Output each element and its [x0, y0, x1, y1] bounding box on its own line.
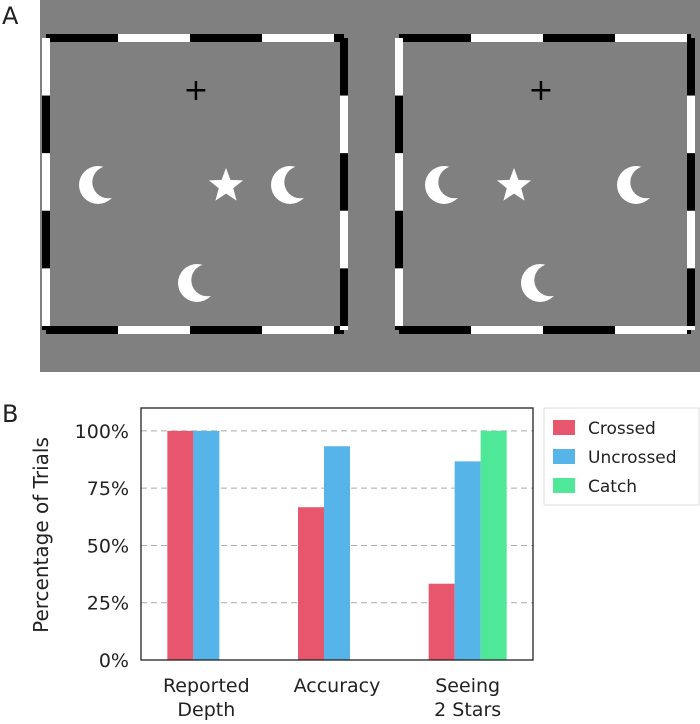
frame-segment: [42, 210, 50, 269]
moon-icon: [79, 166, 125, 204]
frame-segment: [395, 268, 403, 326]
moon-icon: [425, 166, 471, 204]
bar-crossed: [167, 430, 194, 660]
legend: Crossed Uncrossed Catch: [543, 407, 700, 506]
frame-segment: [340, 210, 348, 269]
category-label: Seeing 2 Stars: [434, 675, 501, 721]
stimulus-background: [40, 0, 700, 372]
category-labels: Reported Depth Accuracy Seeing 2 Stars: [163, 675, 501, 721]
moon-icon: [521, 264, 567, 302]
frame-segment: [687, 95, 695, 154]
frame-segment: [42, 95, 50, 154]
y-tick-label: 75%: [87, 478, 129, 500]
frame-segment: [340, 95, 348, 154]
bar-uncrossed: [324, 446, 350, 660]
star-icon: [208, 168, 244, 201]
category-label: Reported Depth: [163, 675, 250, 721]
frame-segment: [543, 34, 615, 42]
moon-icon: [617, 166, 663, 204]
panel-b-label: B: [2, 400, 19, 428]
fixation-cross: +: [183, 73, 208, 108]
legend-label-catch: Catch: [588, 477, 637, 497]
frame-segment: [687, 153, 695, 211]
frame-segment: [471, 34, 543, 42]
frame-segment: [334, 34, 344, 42]
left-stereo-view: +: [42, 34, 348, 334]
y-axis-label: Percentage of Trials: [29, 437, 53, 633]
frame-segment: [615, 326, 687, 334]
frame-segment: [46, 326, 118, 334]
star-icon: [496, 168, 532, 201]
fixation-cross: +: [528, 73, 553, 108]
category-label: Accuracy: [294, 675, 381, 697]
bar-catch: [480, 430, 507, 660]
frame-segment: [395, 38, 403, 96]
frame-segment: [262, 34, 334, 42]
frame-segment: [190, 326, 262, 334]
frame-segment: [395, 326, 403, 330]
y-tick-label: 0%: [99, 650, 129, 672]
frame-segment: [340, 38, 348, 96]
frame-segment: [395, 210, 403, 269]
legend-swatch-catch: [553, 478, 575, 493]
stereo-stimulus: + +: [40, 0, 700, 372]
legend-label-crossed: Crossed: [588, 419, 656, 439]
frame-segment: [46, 34, 118, 42]
y-tick-label: 100%: [75, 421, 129, 443]
frame-segment: [687, 268, 695, 326]
frame-segment: [395, 95, 403, 154]
bar-crossed: [298, 507, 324, 660]
frame-segment: [42, 268, 50, 326]
frame-segment: [687, 326, 695, 330]
frame-segment: [399, 326, 471, 334]
y-tick-label: 50%: [87, 535, 129, 557]
frame-segment: [190, 34, 262, 42]
bar-crossed: [428, 583, 455, 660]
frame-segment: [399, 34, 471, 42]
legend-label-uncrossed: Uncrossed: [588, 448, 677, 468]
frame-segment: [687, 210, 695, 269]
moon-icon: [271, 166, 317, 204]
frame-segment: [42, 38, 50, 96]
frame-segment: [262, 326, 334, 334]
bars: [167, 430, 507, 660]
frame-segment: [340, 268, 348, 326]
frame-segment: [42, 153, 50, 211]
frame-segment: [471, 326, 543, 334]
panel-a-label: A: [2, 2, 19, 30]
bar-uncrossed: [454, 461, 481, 660]
frame-segment: [118, 326, 190, 334]
right-stereo-view: +: [395, 34, 695, 334]
frame-segment: [615, 34, 687, 42]
legend-swatch-uncrossed: [553, 449, 575, 464]
frame-segment: [42, 326, 50, 330]
frame-segment: [118, 34, 190, 42]
y-tick-label: 25%: [87, 593, 129, 615]
y-tick-labels: 0% 25% 50% 75% 100%: [75, 421, 129, 672]
frame-segment: [395, 153, 403, 211]
moon-icon: [178, 264, 224, 302]
frame-segment: [687, 38, 695, 96]
bar-uncrossed: [193, 430, 220, 660]
frame-segment: [543, 326, 615, 334]
frame-segment: [334, 326, 344, 334]
frame-segment: [340, 326, 348, 330]
plot-frame: [140, 407, 534, 661]
bar-chart: 0% 25% 50% 75% 100% Reported Depth Accuracy See…: [29, 407, 700, 721]
legend-swatch-crossed: [553, 420, 575, 435]
frame-segment: [340, 153, 348, 211]
